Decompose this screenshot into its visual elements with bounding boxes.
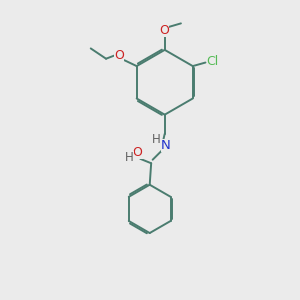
Text: O: O bbox=[133, 146, 142, 159]
Text: H: H bbox=[125, 151, 134, 164]
Text: O: O bbox=[114, 49, 124, 62]
Text: Cl: Cl bbox=[207, 56, 219, 68]
Text: O: O bbox=[159, 24, 169, 37]
Text: H: H bbox=[152, 133, 161, 146]
Text: N: N bbox=[161, 139, 171, 152]
